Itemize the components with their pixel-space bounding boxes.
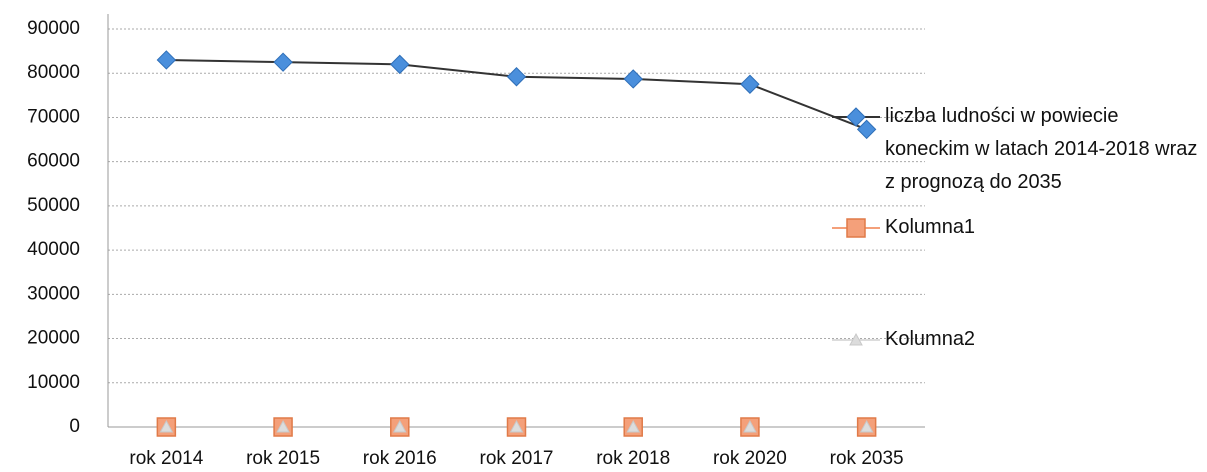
data-point [859,419,874,433]
x-tick-label: rok 2016 [363,448,437,469]
legend-marker [849,332,863,346]
x-tick-label: rok 2020 [713,448,787,469]
y-tick-label: 20000 [27,328,80,349]
y-tick-label: 70000 [27,106,80,127]
x-tick-label: rok 2018 [596,448,670,469]
data-point [156,50,177,70]
legend-label: Kolumna2 [885,328,976,350]
y-tick-label: 10000 [27,372,80,393]
data-point [740,74,760,94]
x-tick-label: rok 2035 [830,448,904,469]
data-point [506,67,527,87]
y-tick-label: 0 [69,416,80,437]
legend-label: liczba ludności w powiecie koneckim w la… [885,105,1198,193]
legend-marker [846,218,866,238]
data-point [159,419,174,433]
data-point [743,419,757,433]
y-tick-label: 40000 [27,239,80,260]
data-point [273,52,293,72]
data-point [626,419,641,433]
data-point [856,119,877,140]
y-tick-label: 60000 [27,151,80,172]
data-point [392,419,407,433]
data-point [623,69,643,89]
x-tick-label: rok 2017 [480,448,554,469]
legend-marker [846,107,866,127]
y-tick-label: 80000 [27,62,80,83]
x-tick-label: rok 2014 [129,448,203,469]
data-point [276,419,290,433]
data-point [390,54,410,75]
y-tick-label: 30000 [27,283,80,304]
y-tick-label: 90000 [27,18,80,39]
data-point [509,419,524,433]
y-tick-label: 50000 [27,195,80,216]
x-tick-label: rok 2015 [246,448,320,469]
legend-label: Kolumna1 [885,216,976,238]
